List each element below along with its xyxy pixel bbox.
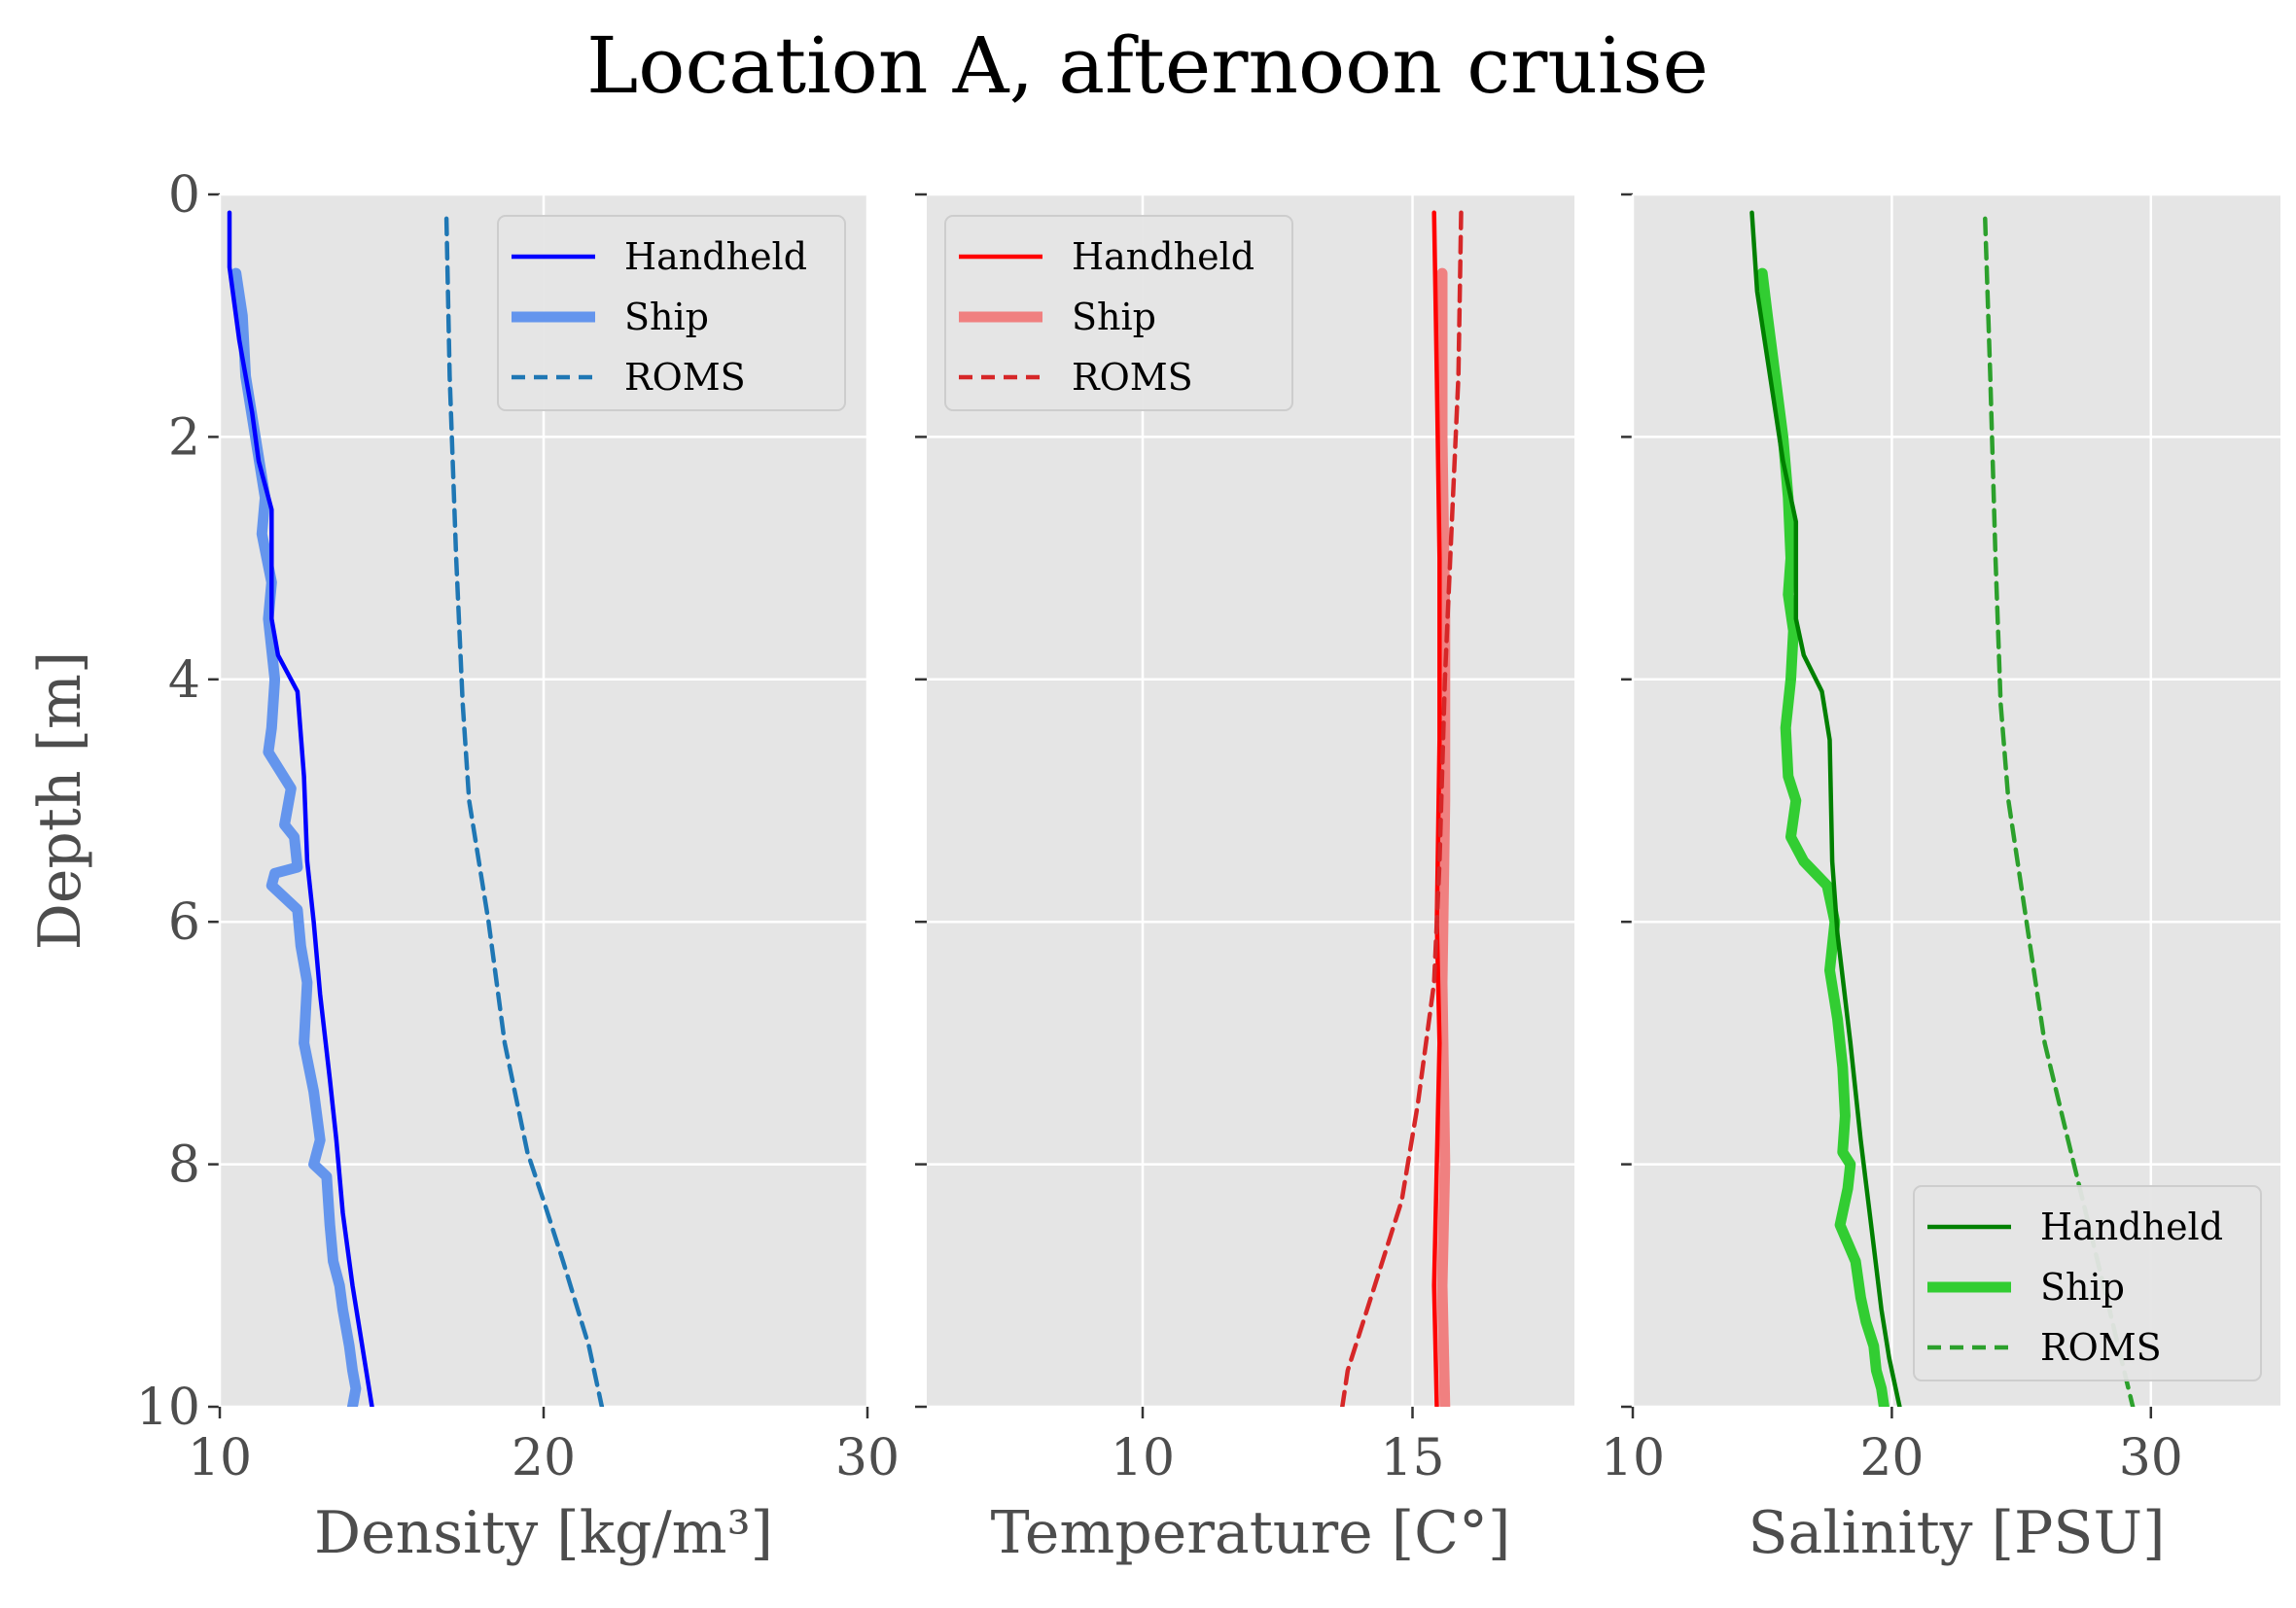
legend-label: Handheld [1072,235,1254,278]
x-tick-label: 10 [188,1429,252,1487]
legend-box [497,215,846,411]
y-tick-label: 2 [168,408,200,467]
series-line-handheld [1749,210,1902,1407]
x-tick-label: 10 [1111,1429,1175,1487]
x-tick-label: 10 [1601,1429,1665,1487]
legend-label: Ship [2040,1266,2125,1309]
y-tick-label: 0 [168,166,200,225]
x-tick-label: 20 [1859,1429,1924,1487]
legend: Handheld Ship ROMS [944,215,1293,411]
series-line-roms [1340,210,1464,1407]
legend: Handheld Ship ROMS [1913,1185,2262,1381]
x-tick-label: 15 [1380,1429,1444,1487]
series-line-roms [443,216,605,1407]
panel-2: 10 15 Temperature [C°] Handheld Ship ROMS [915,192,1574,1567]
y-tick-label: 6 [168,893,200,952]
legend-label: ROMS [1072,356,1193,399]
series-line-handheld [227,210,374,1407]
panel-3: 10 20 30 Salinity [PSU] Handheld Ship ROMS [1601,192,2280,1567]
legend-box [944,215,1293,411]
y-tick-label: 10 [136,1379,200,1437]
y-tick-label: 8 [168,1136,200,1195]
legend-label: Ship [1072,296,1156,338]
y-tick-label: 4 [168,651,200,710]
x-axis-label: Temperature [C°] [991,1499,1511,1567]
x-tick-label: 30 [835,1429,900,1487]
series-line-ship [1436,267,1451,1407]
series-line-ship [230,267,362,1407]
legend-label: ROMS [624,356,746,399]
legend-label: Handheld [2040,1206,2223,1248]
x-tick-label: 20 [512,1429,576,1487]
legend-label: Handheld [624,235,807,278]
figure-title: Location A, afternoon cruise [586,20,1709,111]
legend: Handheld Ship ROMS [497,215,846,411]
x-tick-label: 30 [2119,1429,2183,1487]
y-axis-label: Depth [m] [26,651,94,951]
legend-box [1913,1185,2262,1381]
x-axis-label: Density [kg/m³] [314,1499,773,1567]
legend-label: Ship [624,296,709,338]
legend-label: ROMS [2040,1326,2162,1369]
x-axis-label: Salinity [PSU] [1748,1499,2165,1567]
